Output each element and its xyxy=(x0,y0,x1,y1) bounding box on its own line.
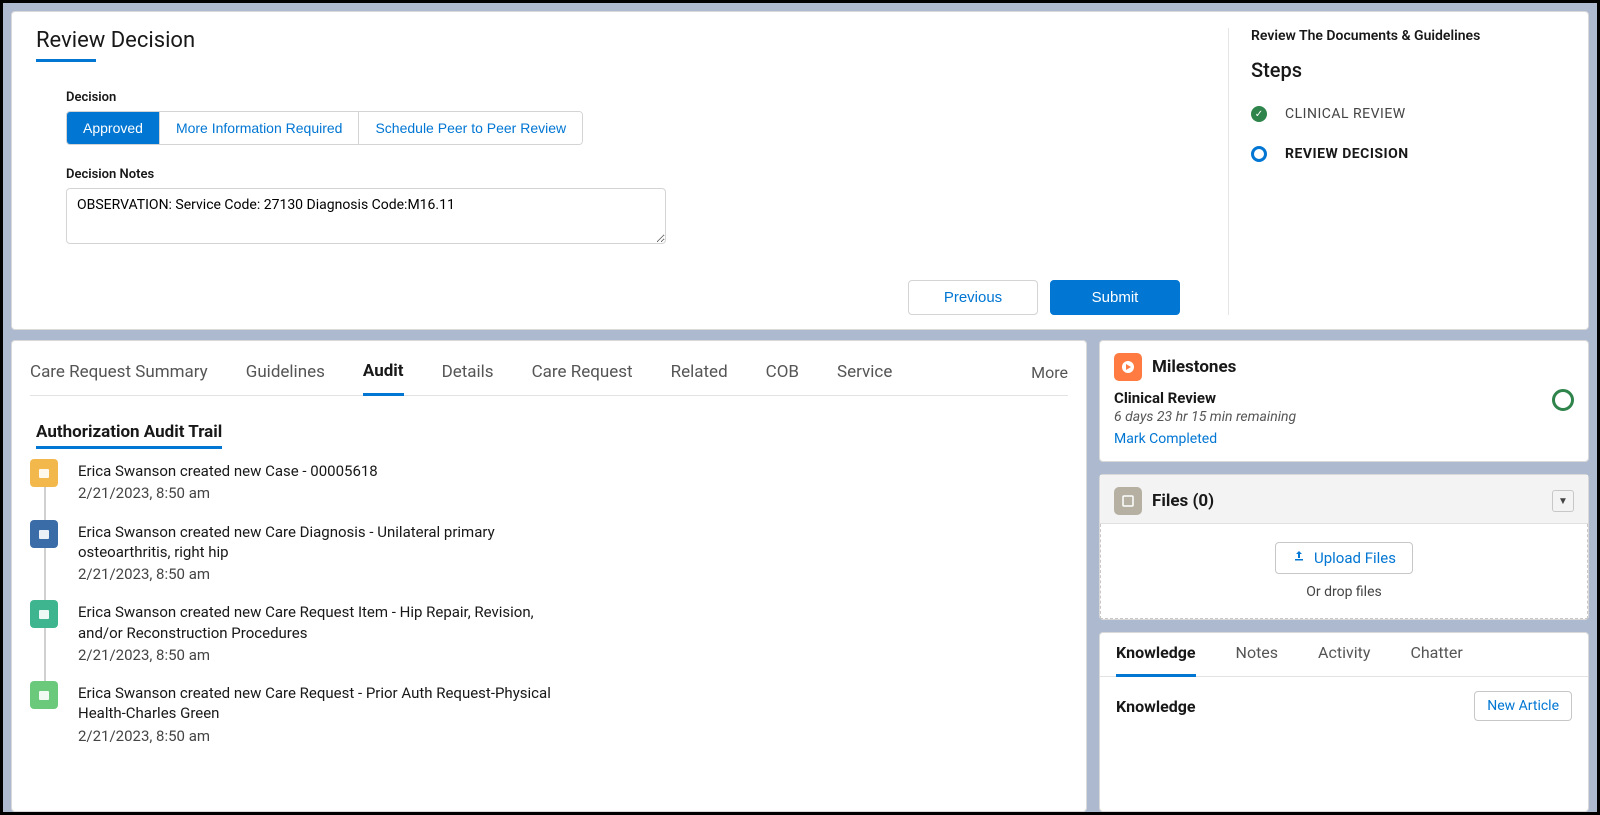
step-review-decision[interactable]: REVIEW DECISION xyxy=(1251,146,1570,162)
audit-item-text: Erica Swanson created new Care Diagnosis… xyxy=(78,522,558,563)
milestone-progress-ring-icon xyxy=(1552,389,1574,411)
audit-item-icon xyxy=(30,681,58,709)
knowledge-tab-activity[interactable]: Activity xyxy=(1318,643,1370,676)
tab-audit[interactable]: Audit xyxy=(363,355,404,396)
milestone-name: Clinical Review xyxy=(1114,389,1574,407)
knowledge-card: Knowledge Notes Activity Chatter Knowledge … xyxy=(1099,632,1589,812)
decision-option-schedule-peer-to-peer-review[interactable]: Schedule Peer to Peer Review xyxy=(359,112,582,144)
step-clinical-review[interactable]: ✓ CLINICAL REVIEW xyxy=(1251,106,1570,122)
files-dropdown-button[interactable]: ▼ xyxy=(1552,490,1574,512)
steps-panel-heading: Review The Documents & Guidelines xyxy=(1251,28,1570,44)
checkmark-icon: ✓ xyxy=(1251,106,1267,122)
steps-panel: Review The Documents & Guidelines Steps … xyxy=(1228,28,1588,315)
decision-option-more-information-required[interactable]: More Information Required xyxy=(160,112,360,144)
audit-item: Erica Swanson created new Case - 0000561… xyxy=(30,459,1068,520)
decision-notes-input[interactable] xyxy=(66,188,666,244)
audit-item: Erica Swanson created new Care Diagnosis… xyxy=(30,520,1068,601)
page-title-text: Review Decision xyxy=(36,28,195,53)
audit-item-text: Erica Swanson created new Care Request -… xyxy=(78,683,558,724)
audit-item-icon xyxy=(30,459,58,487)
audit-item-icon xyxy=(30,520,58,548)
knowledge-panel-title: Knowledge xyxy=(1116,697,1196,716)
main-tabs: Care Request Summary Guidelines Audit Detai… xyxy=(30,355,1068,396)
chevron-down-icon: ▼ xyxy=(1558,496,1568,507)
drop-files-text: Or drop files xyxy=(1119,584,1569,600)
tab-more[interactable]: More xyxy=(1031,357,1068,394)
knowledge-tab-notes[interactable]: Notes xyxy=(1236,643,1279,676)
files-icon xyxy=(1114,487,1142,515)
knowledge-tabs: Knowledge Notes Activity Chatter xyxy=(1100,633,1588,677)
tab-guidelines[interactable]: Guidelines xyxy=(246,356,325,394)
page-title: Review Decision xyxy=(36,28,195,68)
tab-care-request[interactable]: Care Request xyxy=(532,356,633,394)
submit-button[interactable]: Submit xyxy=(1050,280,1180,315)
previous-button[interactable]: Previous xyxy=(908,280,1038,315)
new-article-button[interactable]: New Article xyxy=(1474,691,1572,721)
review-form: Review Decision Decision ApprovedMore In… xyxy=(12,28,1228,315)
active-step-icon xyxy=(1251,146,1267,162)
files-card: Files (0) ▼ Upload Files Or drop files xyxy=(1099,474,1589,620)
action-row: Previous Submit xyxy=(36,280,1204,315)
decision-option-approved[interactable]: Approved xyxy=(67,112,160,144)
step-label: CLINICAL REVIEW xyxy=(1285,106,1406,122)
tab-details[interactable]: Details xyxy=(442,356,494,394)
upload-files-button[interactable]: Upload Files xyxy=(1275,542,1413,574)
milestones-card: Milestones Clinical Review 6 days 23 hr … xyxy=(1099,340,1589,462)
review-decision-panel: Review Decision Decision ApprovedMore In… xyxy=(11,11,1589,330)
audit-item-text: Erica Swanson created new Care Request I… xyxy=(78,602,558,643)
upload-icon xyxy=(1292,549,1306,567)
upload-files-label: Upload Files xyxy=(1314,549,1396,567)
decision-label: Decision xyxy=(66,90,1204,105)
tab-care-request-summary[interactable]: Care Request Summary xyxy=(30,356,208,394)
audit-trail-list: Erica Swanson created new Case - 0000561… xyxy=(30,459,1068,762)
decision-notes-label: Decision Notes xyxy=(66,167,1204,182)
tab-service[interactable]: Service xyxy=(837,356,892,394)
audit-item: Erica Swanson created new Care Request -… xyxy=(30,681,1068,762)
files-title: Files (0) xyxy=(1152,491,1214,511)
decision-button-group: ApprovedMore Information RequiredSchedul… xyxy=(66,111,583,145)
audit-item: Erica Swanson created new Care Request I… xyxy=(30,600,1068,681)
detail-panel: Care Request Summary Guidelines Audit Detai… xyxy=(11,340,1087,812)
audit-trail-title: Authorization Audit Trail xyxy=(36,422,222,449)
audit-item-icon xyxy=(30,600,58,628)
audit-item-timestamp: 2/21/2023, 8:50 am xyxy=(78,645,558,665)
milestones-title: Milestones xyxy=(1152,357,1236,377)
step-label: REVIEW DECISION xyxy=(1285,146,1409,162)
audit-item-timestamp: 2/21/2023, 8:50 am xyxy=(78,726,558,746)
knowledge-tab-knowledge[interactable]: Knowledge xyxy=(1116,643,1196,677)
mark-completed-link[interactable]: Mark Completed xyxy=(1114,431,1217,447)
milestone-remaining: 6 days 23 hr 15 min remaining xyxy=(1114,409,1574,425)
tab-related[interactable]: Related xyxy=(671,356,728,394)
audit-item-timestamp: 2/21/2023, 8:50 am xyxy=(78,483,378,503)
steps-title: Steps xyxy=(1251,58,1570,82)
knowledge-tab-chatter[interactable]: Chatter xyxy=(1410,643,1462,676)
audit-item-timestamp: 2/21/2023, 8:50 am xyxy=(78,564,558,584)
audit-item-text: Erica Swanson created new Case - 0000561… xyxy=(78,461,378,481)
tab-cob[interactable]: COB xyxy=(766,356,799,394)
milestones-icon xyxy=(1114,353,1142,381)
